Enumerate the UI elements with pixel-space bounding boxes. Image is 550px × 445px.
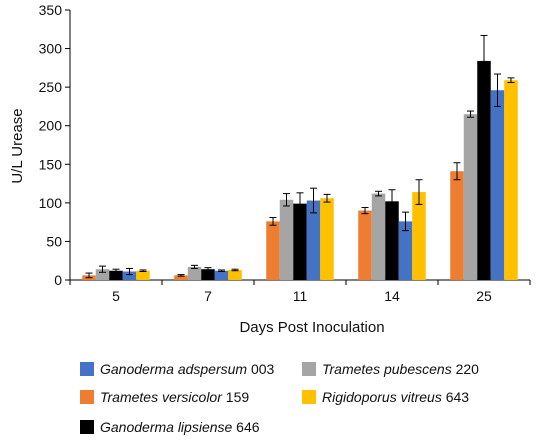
x-tick-label: 7 [204, 288, 212, 304]
legend-swatch [80, 362, 94, 376]
bar [398, 221, 413, 280]
bar [490, 90, 505, 280]
x-axis-title: Days Post Inoculation [239, 319, 384, 336]
bar [358, 210, 372, 280]
bar [293, 203, 307, 280]
x-tick-label: 14 [384, 288, 400, 304]
bar [201, 269, 215, 280]
y-tick-label: 250 [39, 79, 63, 95]
bar [450, 171, 464, 280]
bar [136, 270, 150, 280]
y-tick-label: 300 [39, 41, 63, 57]
legend-label: Ganoderma lipsiense 646 [100, 419, 260, 435]
y-tick-label: 150 [39, 156, 63, 172]
bar [371, 193, 386, 280]
legend-swatch [80, 390, 94, 404]
bar [306, 200, 321, 280]
bar [463, 114, 478, 281]
bar [504, 80, 518, 280]
bar [320, 198, 334, 280]
y-tick-label: 200 [39, 118, 63, 134]
y-tick-label: 0 [54, 272, 62, 288]
legend-swatch [302, 362, 316, 376]
bar [412, 192, 426, 280]
x-tick-label: 25 [476, 288, 492, 304]
y-tick-label: 50 [46, 233, 62, 249]
bar [477, 60, 491, 280]
x-tick-label: 11 [293, 288, 308, 304]
legend-swatch [80, 420, 94, 434]
bar [266, 221, 280, 280]
bar [174, 275, 188, 280]
legend-label: Rigidoporus vitreus 643 [322, 389, 469, 405]
bar [228, 269, 242, 280]
y-axis-title: U/L Urease [9, 108, 26, 183]
bar [187, 266, 202, 280]
y-tick-label: 100 [39, 195, 63, 211]
legend-label: Trametes versicolor 159 [100, 389, 249, 405]
y-tick-label: 350 [39, 2, 63, 18]
bar [279, 199, 294, 280]
bar [95, 269, 110, 280]
bar [122, 271, 137, 280]
legend-swatch [302, 390, 316, 404]
legend-label: Trametes pubescens 220 [322, 361, 479, 377]
legend: Ganoderma adspersum 003 Trametes pubescen… [80, 361, 479, 435]
bar [214, 270, 229, 280]
legend-label: Ganoderma adspersum 003 [100, 361, 275, 377]
bar [385, 201, 399, 280]
bar [109, 270, 123, 280]
plot-area: 0 50 100 150 200 250 300 350 5 7 11 14 25 [39, 2, 531, 304]
x-tick-label: 5 [112, 288, 120, 304]
